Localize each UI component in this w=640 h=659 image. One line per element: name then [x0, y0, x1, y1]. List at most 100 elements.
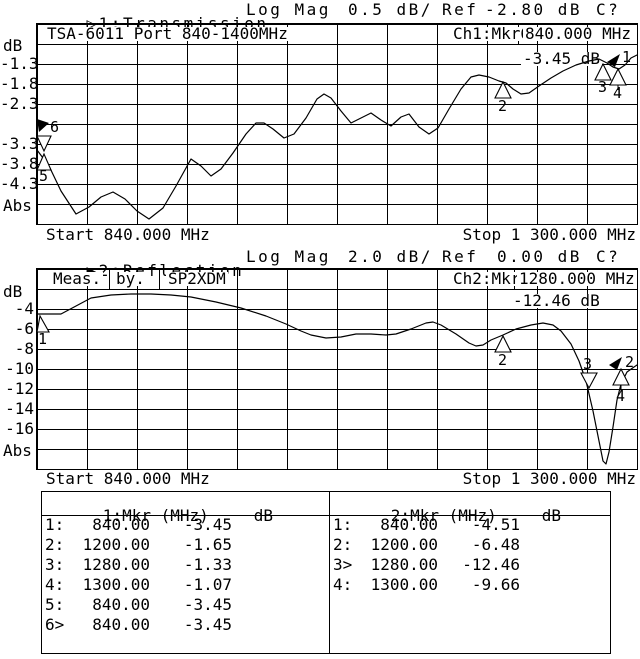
marker-id: 4: — [333, 575, 353, 594]
marker-id: 6> — [45, 615, 65, 634]
ch2-stop-frequency: Stop 1 300.000 MHz — [462, 469, 636, 488]
ch1-ytick: -3.8 — [0, 154, 39, 173]
marker-freq: 840.00 — [92, 615, 150, 634]
table-row-ch2-m4: 4: 1300.00 -9.66 — [333, 575, 520, 594]
ch1-ytick: -4.3 — [0, 174, 39, 193]
marker-id: 3> — [333, 555, 353, 574]
ch2-trace-flag-number: 2 — [625, 353, 634, 371]
marker-freq: 1200.00 — [82, 535, 150, 554]
marker-db: -12.46 — [462, 555, 520, 574]
marker-db: -3.45 — [183, 515, 232, 534]
marker-freq: 1280.00 — [82, 555, 150, 574]
ch2-plot-area: Meas. by. SP2XDM Ch2:Mkr3 1280.000 MHz -… — [36, 268, 638, 470]
ch1-scale: 0.5 dB/ — [348, 0, 433, 19]
ch2-channel-marker-label: Ch2:Mkr3 — [451, 269, 533, 288]
ch2-start-frequency: Start 840.000 MHz — [46, 469, 210, 488]
table-row-ch1-m1: 1: 840.00 -3.45 — [45, 515, 232, 534]
ch1-marker3-triangle-icon — [594, 62, 612, 81]
marker-id: 2: — [45, 535, 65, 554]
ch2-ytick: -6 — [14, 319, 34, 338]
ch1-trace-flag-number: 1 — [622, 48, 631, 66]
marker-id: 3: — [45, 555, 65, 574]
ch2-marker2-number: 2 — [498, 351, 507, 369]
ch1-marker2-triangle-icon — [494, 80, 512, 99]
marker-freq: 1200.00 — [370, 535, 438, 554]
ch1-marker-frequency: 840.000 MHz — [523, 24, 633, 43]
ch2-marker-frequency: 1280.000 MHz — [517, 269, 637, 288]
ch1-marker5-number: 5 — [39, 167, 48, 185]
ch2-marker-readout: -12.46 dB — [511, 291, 602, 310]
table-row-ch2-m1: 1: 840.00 -4.51 — [333, 515, 520, 534]
ch2-by-label: by. — [114, 269, 147, 288]
ch1-format: Log Mag — [246, 0, 331, 19]
table-row-ch1-m5: 5: 840.00 -3.45 — [45, 595, 232, 614]
marker-table: 1:Mkr (MHz) dB 2:Mkr (MHz) dB 1: 840.00 -3.4… — [41, 491, 611, 654]
col1-header-label: 1:Mkr (MHz) — [102, 506, 209, 525]
marker-db: -9.66 — [471, 575, 520, 594]
ch1-trace-layer: 6 5 2 3 4 1 — [37, 48, 637, 220]
ch2-ytick: -10 — [5, 359, 34, 378]
ch2-marker4-triangle-icon — [612, 367, 630, 386]
col1-header-unit: dB — [253, 506, 274, 525]
ch2-meas-label: Meas. — [51, 269, 104, 288]
ch1-abs-label: Abs — [3, 196, 32, 215]
col2-header-unit: dB — [541, 506, 562, 525]
ch2-format: Log Mag — [246, 247, 331, 266]
marker-id: 5: — [45, 595, 65, 614]
marker-db: -3.45 — [183, 595, 232, 614]
ch2-marker3-triangle-icon — [580, 372, 598, 390]
marker-db: -1.65 — [183, 535, 232, 554]
marker-db: -1.33 — [183, 555, 232, 574]
col2-header-label: 2:Mkr (MHz) — [390, 506, 497, 525]
table-row-ch2-m2: 2: 1200.00 -6.48 — [333, 535, 520, 554]
marker-db: -1.07 — [183, 575, 232, 594]
ch2-trace — [37, 293, 637, 465]
ch1-ytick: -1.3 — [0, 54, 39, 73]
ch1-unit-label: dB — [3, 36, 23, 55]
ch2-ytick: -8 — [14, 339, 34, 358]
ch2-operator-callsign: SP2XDM — [166, 269, 228, 288]
marker-db: -3.45 — [183, 615, 232, 634]
table-row-ch1-m2: 2: 1200.00 -1.65 — [45, 535, 232, 554]
marker-db: -4.51 — [471, 515, 520, 534]
ch1-ytick: -2.3 — [0, 94, 39, 113]
ch2-marker4-number: 4 — [616, 387, 625, 405]
ch1-marker3-number: 3 — [598, 78, 607, 96]
ch1-marker5-triangle-icon — [37, 152, 52, 171]
marker-freq: 840.00 — [92, 595, 150, 614]
ch1-ytick: -1.8 — [0, 74, 39, 93]
marker-id: 1: — [45, 515, 65, 534]
marker-table-col1-header: 1:Mkr (MHz) dB — [45, 495, 273, 537]
marker-freq: 1280.00 — [370, 555, 438, 574]
table-row-ch1-m3: 3: 1280.00 -1.33 — [45, 555, 232, 574]
ch2-ref-value: 0.00 dB — [497, 247, 582, 266]
ch1-marker6-number: 6 — [50, 118, 59, 136]
table-row-ch2-m3: 3> 1280.00 -12.46 — [333, 555, 520, 574]
ch2-marker1-triangle-icon — [37, 314, 50, 333]
ch1-channel-marker-label: Ch1:Mkr6 — [451, 24, 533, 43]
ch1-stop-frequency: Stop 1 300.000 MHz — [462, 225, 636, 244]
ch1-trace — [37, 54, 637, 220]
ch1-marker4-number: 4 — [613, 84, 622, 102]
ch2-unit-label: dB — [3, 282, 23, 301]
ch2-band-divider — [109, 269, 110, 289]
ch2-scale: 2.0 dB/ — [348, 247, 433, 266]
ch1-marker6-triangle-icon — [37, 135, 52, 153]
ch2-trace-layer: 1 2 3 4 2 — [37, 293, 637, 465]
marker-freq: 840.00 — [92, 515, 150, 534]
ch1-ref-value: -2.80 dB — [485, 0, 583, 19]
marker-freq: 1300.00 — [82, 575, 150, 594]
ch2-ref-label: Ref — [442, 247, 479, 266]
ch2-marker2-triangle-icon — [494, 334, 512, 353]
marker-freq: 1300.00 — [370, 575, 438, 594]
ch2-marker1-number: 1 — [38, 330, 47, 348]
table-row-ch1-m4: 4: 1300.00 -1.07 — [45, 575, 232, 594]
ch2-marker3-number: 3 — [583, 355, 592, 373]
ch2-band-divider — [159, 269, 160, 289]
ch1-marker2-number: 2 — [498, 97, 507, 115]
ch2-cal-status: C? — [596, 247, 621, 266]
ch1-start-frequency: Start 840.000 MHz — [46, 225, 210, 244]
table-row-ch1-m6: 6> 840.00 -3.45 — [45, 615, 232, 634]
marker-table-column-divider — [329, 492, 330, 653]
